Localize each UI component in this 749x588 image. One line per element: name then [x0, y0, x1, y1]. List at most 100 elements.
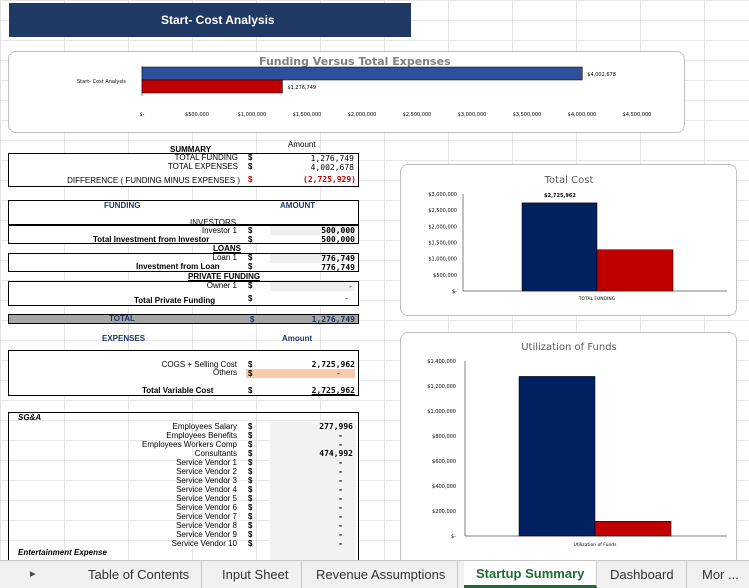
- total-cost-tick-label: $2,500,000: [428, 208, 457, 214]
- sheet-tab[interactable]: Input Sheet: [210, 561, 302, 588]
- total-funding-value[interactable]: 1,276,749: [311, 315, 355, 324]
- sga-row-dollar: $: [248, 449, 253, 458]
- sheet-tab[interactable]: Mor ...: [690, 561, 749, 588]
- utilization-chart[interactable]: Utilization of Funds $- $200,000 $400,000 $…: [400, 332, 737, 560]
- sga-row-value[interactable]: -: [338, 440, 343, 449]
- loans-label: LOANS: [213, 244, 241, 253]
- investor1-input-bg[interactable]: [270, 226, 355, 235]
- utilization-bar-funding: [518, 376, 596, 537]
- expenses-header: EXPENSES: [102, 334, 146, 343]
- sga-row-label: Service Vendor 1: [176, 458, 237, 467]
- sga-row-label: Service Vendor 9: [176, 530, 237, 539]
- sga-row-label: Employees Benefits: [166, 431, 237, 440]
- sga-row-value[interactable]: -: [338, 512, 343, 521]
- funding-tick-label: $500,000: [185, 112, 209, 118]
- sga-row-value[interactable]: -: [338, 458, 343, 467]
- total-variable-value[interactable]: 2,725,962: [311, 386, 355, 395]
- sga-row-dollar: $: [248, 494, 253, 503]
- total-cost-tick-label: $-: [452, 289, 457, 295]
- owner1-input-bg[interactable]: [270, 282, 355, 291]
- funding-header: FUNDING: [104, 201, 141, 210]
- sga-row-label: Service Vendor 4: [176, 485, 237, 494]
- sga-row-value[interactable]: -: [338, 476, 343, 485]
- investors-label: INVESTORS: [190, 218, 237, 227]
- expenses-amount-header: Amount: [282, 334, 313, 343]
- private-box: [8, 281, 359, 306]
- total-investor-label: Total Investment from Investor: [93, 235, 210, 244]
- total-variable-label: Total Variable Cost: [142, 386, 214, 395]
- owner1-dollar: $: [248, 281, 253, 290]
- owner1-value[interactable]: -: [348, 282, 353, 291]
- total-investor-value[interactable]: 500,000: [321, 235, 355, 244]
- others-value[interactable]: -: [336, 369, 341, 378]
- summary-total-expenses-value[interactable]: 4,002,678: [310, 163, 354, 172]
- sga-section: SG&A Employees Salary $277,996 Employees B…: [8, 412, 359, 560]
- sga-row-value[interactable]: -: [338, 485, 343, 494]
- funding-tick-label: $1,500,000: [293, 112, 322, 118]
- sga-row-label: Consultants: [194, 449, 237, 458]
- sga-row-label: Service Vendor 6: [176, 503, 237, 512]
- sga-row-value[interactable]: 474,992: [319, 449, 353, 458]
- sga-row-dollar: $: [248, 431, 253, 440]
- total-investor-dollar: $: [248, 235, 253, 244]
- funding-tick-label: $1,000,000: [238, 112, 267, 118]
- total-cost-tick-label: $2,000,000: [428, 224, 457, 230]
- expenses-section: EXPENSES Amount COGS + Selling Cost $ 2,…: [8, 332, 359, 398]
- total-cost-tick-label: $3,000,000: [428, 192, 457, 198]
- utilization-tick-label: $200,000: [432, 509, 456, 515]
- summary-difference-dollar: $: [248, 175, 253, 184]
- sga-row-value[interactable]: -: [338, 530, 343, 539]
- funding-tick-label: $3,000,000: [458, 112, 487, 118]
- funding-vs-expenses-chart[interactable]: Funding Versus Total Expenses Start- Cos…: [8, 51, 685, 133]
- funding-bar-funding: [141, 79, 283, 94]
- utilization-tick-label: $1,400,000: [427, 359, 456, 365]
- sga-row-value[interactable]: -: [338, 539, 343, 548]
- sga-row-label: Service Vendor 3: [176, 476, 237, 485]
- sga-row-value[interactable]: -: [338, 467, 343, 476]
- summary-total-funding-value[interactable]: 1,276,749: [310, 154, 354, 163]
- others-input-bg[interactable]: [246, 369, 355, 378]
- cogs-value[interactable]: 2,725,962: [311, 360, 355, 369]
- sga-row-value[interactable]: -: [338, 431, 343, 440]
- sga-row-value[interactable]: -: [338, 521, 343, 530]
- entertainment-label: Entertainment Expense: [18, 548, 107, 557]
- sga-row-value[interactable]: 277,996: [319, 422, 353, 431]
- total-loan-value[interactable]: 776,749: [321, 263, 355, 272]
- sga-row-dollar: $: [248, 467, 253, 476]
- total-cost-tick-label: $500,000: [433, 273, 457, 279]
- funding-tick-label: $-: [140, 112, 145, 118]
- funding-header-box: [8, 200, 359, 225]
- scroll-tabs-right-icon[interactable]: ▸: [30, 568, 36, 580]
- sga-row-dollar: $: [248, 458, 253, 467]
- loan1-input-bg[interactable]: [270, 254, 355, 263]
- sheet-tab[interactable]: Startup Summary: [464, 561, 598, 588]
- utilization-tick-label: $800,000: [432, 434, 456, 440]
- investor1-value[interactable]: 500,000: [321, 226, 355, 235]
- summary-difference-label: DIFFERENCE ( FUNDING MINUS EXPENSES ): [67, 176, 240, 185]
- total-cost-title: Total Cost: [544, 175, 594, 186]
- summary-difference-value[interactable]: (2,725,929): [303, 175, 356, 184]
- summary-total-funding-dollar: $: [248, 153, 253, 162]
- sheet-tab[interactable]: Dashboard: [598, 561, 687, 588]
- sga-row-dollar: $: [248, 521, 253, 530]
- sga-values-bg: [270, 422, 356, 560]
- sheet-tab[interactable]: Revenue Assumptions: [304, 561, 459, 588]
- sga-row-value[interactable]: -: [338, 494, 343, 503]
- total-funding-dollar: $: [250, 315, 255, 324]
- sga-header: SG&A: [18, 413, 42, 422]
- loan1-label: Loan 1: [212, 253, 237, 262]
- sheet-tab[interactable]: Table of Contents: [76, 561, 203, 588]
- sga-row-label: Service Vendor 5: [176, 494, 237, 503]
- sheet-title: Start- Cost Analysis: [9, 3, 411, 37]
- utilization-bar-other: [594, 521, 672, 537]
- funding-bar-expenses: [141, 66, 583, 81]
- loan1-dollar: $: [248, 253, 253, 262]
- utilization-x-label: Utilization of Funds: [574, 542, 618, 548]
- summary-amount-header: Amount: [288, 140, 316, 149]
- total-cost-chart[interactable]: Total Cost $- $500,000 $1,000,000 $1,500,00…: [400, 164, 737, 316]
- sga-row-value[interactable]: -: [338, 503, 343, 512]
- sga-row-label: Service Vendor 10: [171, 539, 237, 548]
- utilization-tick-label: $1,200,000: [427, 384, 456, 390]
- loan1-value[interactable]: 776,749: [321, 254, 355, 263]
- total-private-value[interactable]: -: [344, 294, 349, 303]
